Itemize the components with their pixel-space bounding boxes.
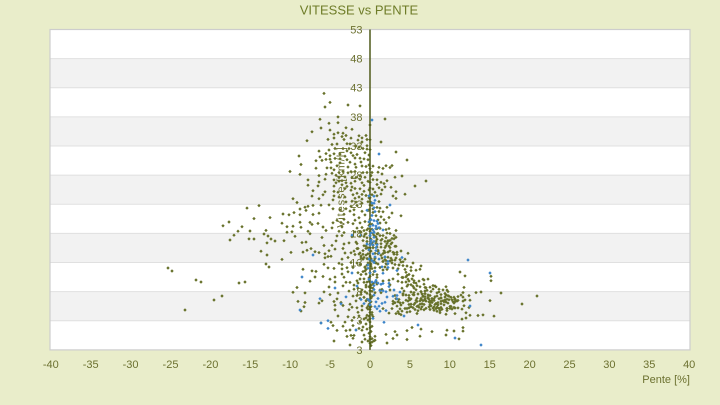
svg-text:48: 48 bbox=[350, 54, 362, 66]
svg-text:38: 38 bbox=[350, 112, 362, 124]
svg-text:43: 43 bbox=[350, 83, 362, 95]
svg-text:Vitesse [km/h]: Vitesse [km/h] bbox=[336, 146, 348, 227]
svg-text:VITESSE vs PENTE: VITESSE vs PENTE bbox=[300, 3, 419, 18]
svg-text:-30: -30 bbox=[123, 359, 139, 371]
svg-text:20: 20 bbox=[523, 359, 535, 371]
svg-text:25: 25 bbox=[563, 359, 575, 371]
svg-text:18: 18 bbox=[350, 228, 362, 240]
svg-text:-10: -10 bbox=[282, 359, 298, 371]
svg-text:33: 33 bbox=[350, 141, 362, 153]
svg-text:8: 8 bbox=[356, 287, 362, 299]
svg-text:40: 40 bbox=[683, 359, 695, 371]
svg-text:-20: -20 bbox=[202, 359, 218, 371]
svg-text:-5: -5 bbox=[325, 359, 335, 371]
svg-text:-15: -15 bbox=[242, 359, 258, 371]
svg-text:3: 3 bbox=[356, 316, 362, 328]
svg-text:13: 13 bbox=[350, 257, 362, 269]
svg-text:5: 5 bbox=[407, 359, 413, 371]
svg-text:53: 53 bbox=[350, 24, 362, 36]
svg-text:10: 10 bbox=[444, 359, 456, 371]
svg-text:0: 0 bbox=[367, 359, 373, 371]
svg-text:3: 3 bbox=[356, 345, 362, 357]
svg-text:-40: -40 bbox=[43, 359, 59, 371]
svg-text:35: 35 bbox=[643, 359, 655, 371]
svg-text:30: 30 bbox=[603, 359, 615, 371]
svg-text:Pente [%]: Pente [%] bbox=[642, 374, 690, 386]
svg-text:15: 15 bbox=[484, 359, 496, 371]
svg-text:-25: -25 bbox=[163, 359, 179, 371]
svg-text:-35: -35 bbox=[83, 359, 99, 371]
svg-text:28: 28 bbox=[350, 170, 362, 182]
svg-text:23: 23 bbox=[350, 199, 362, 211]
